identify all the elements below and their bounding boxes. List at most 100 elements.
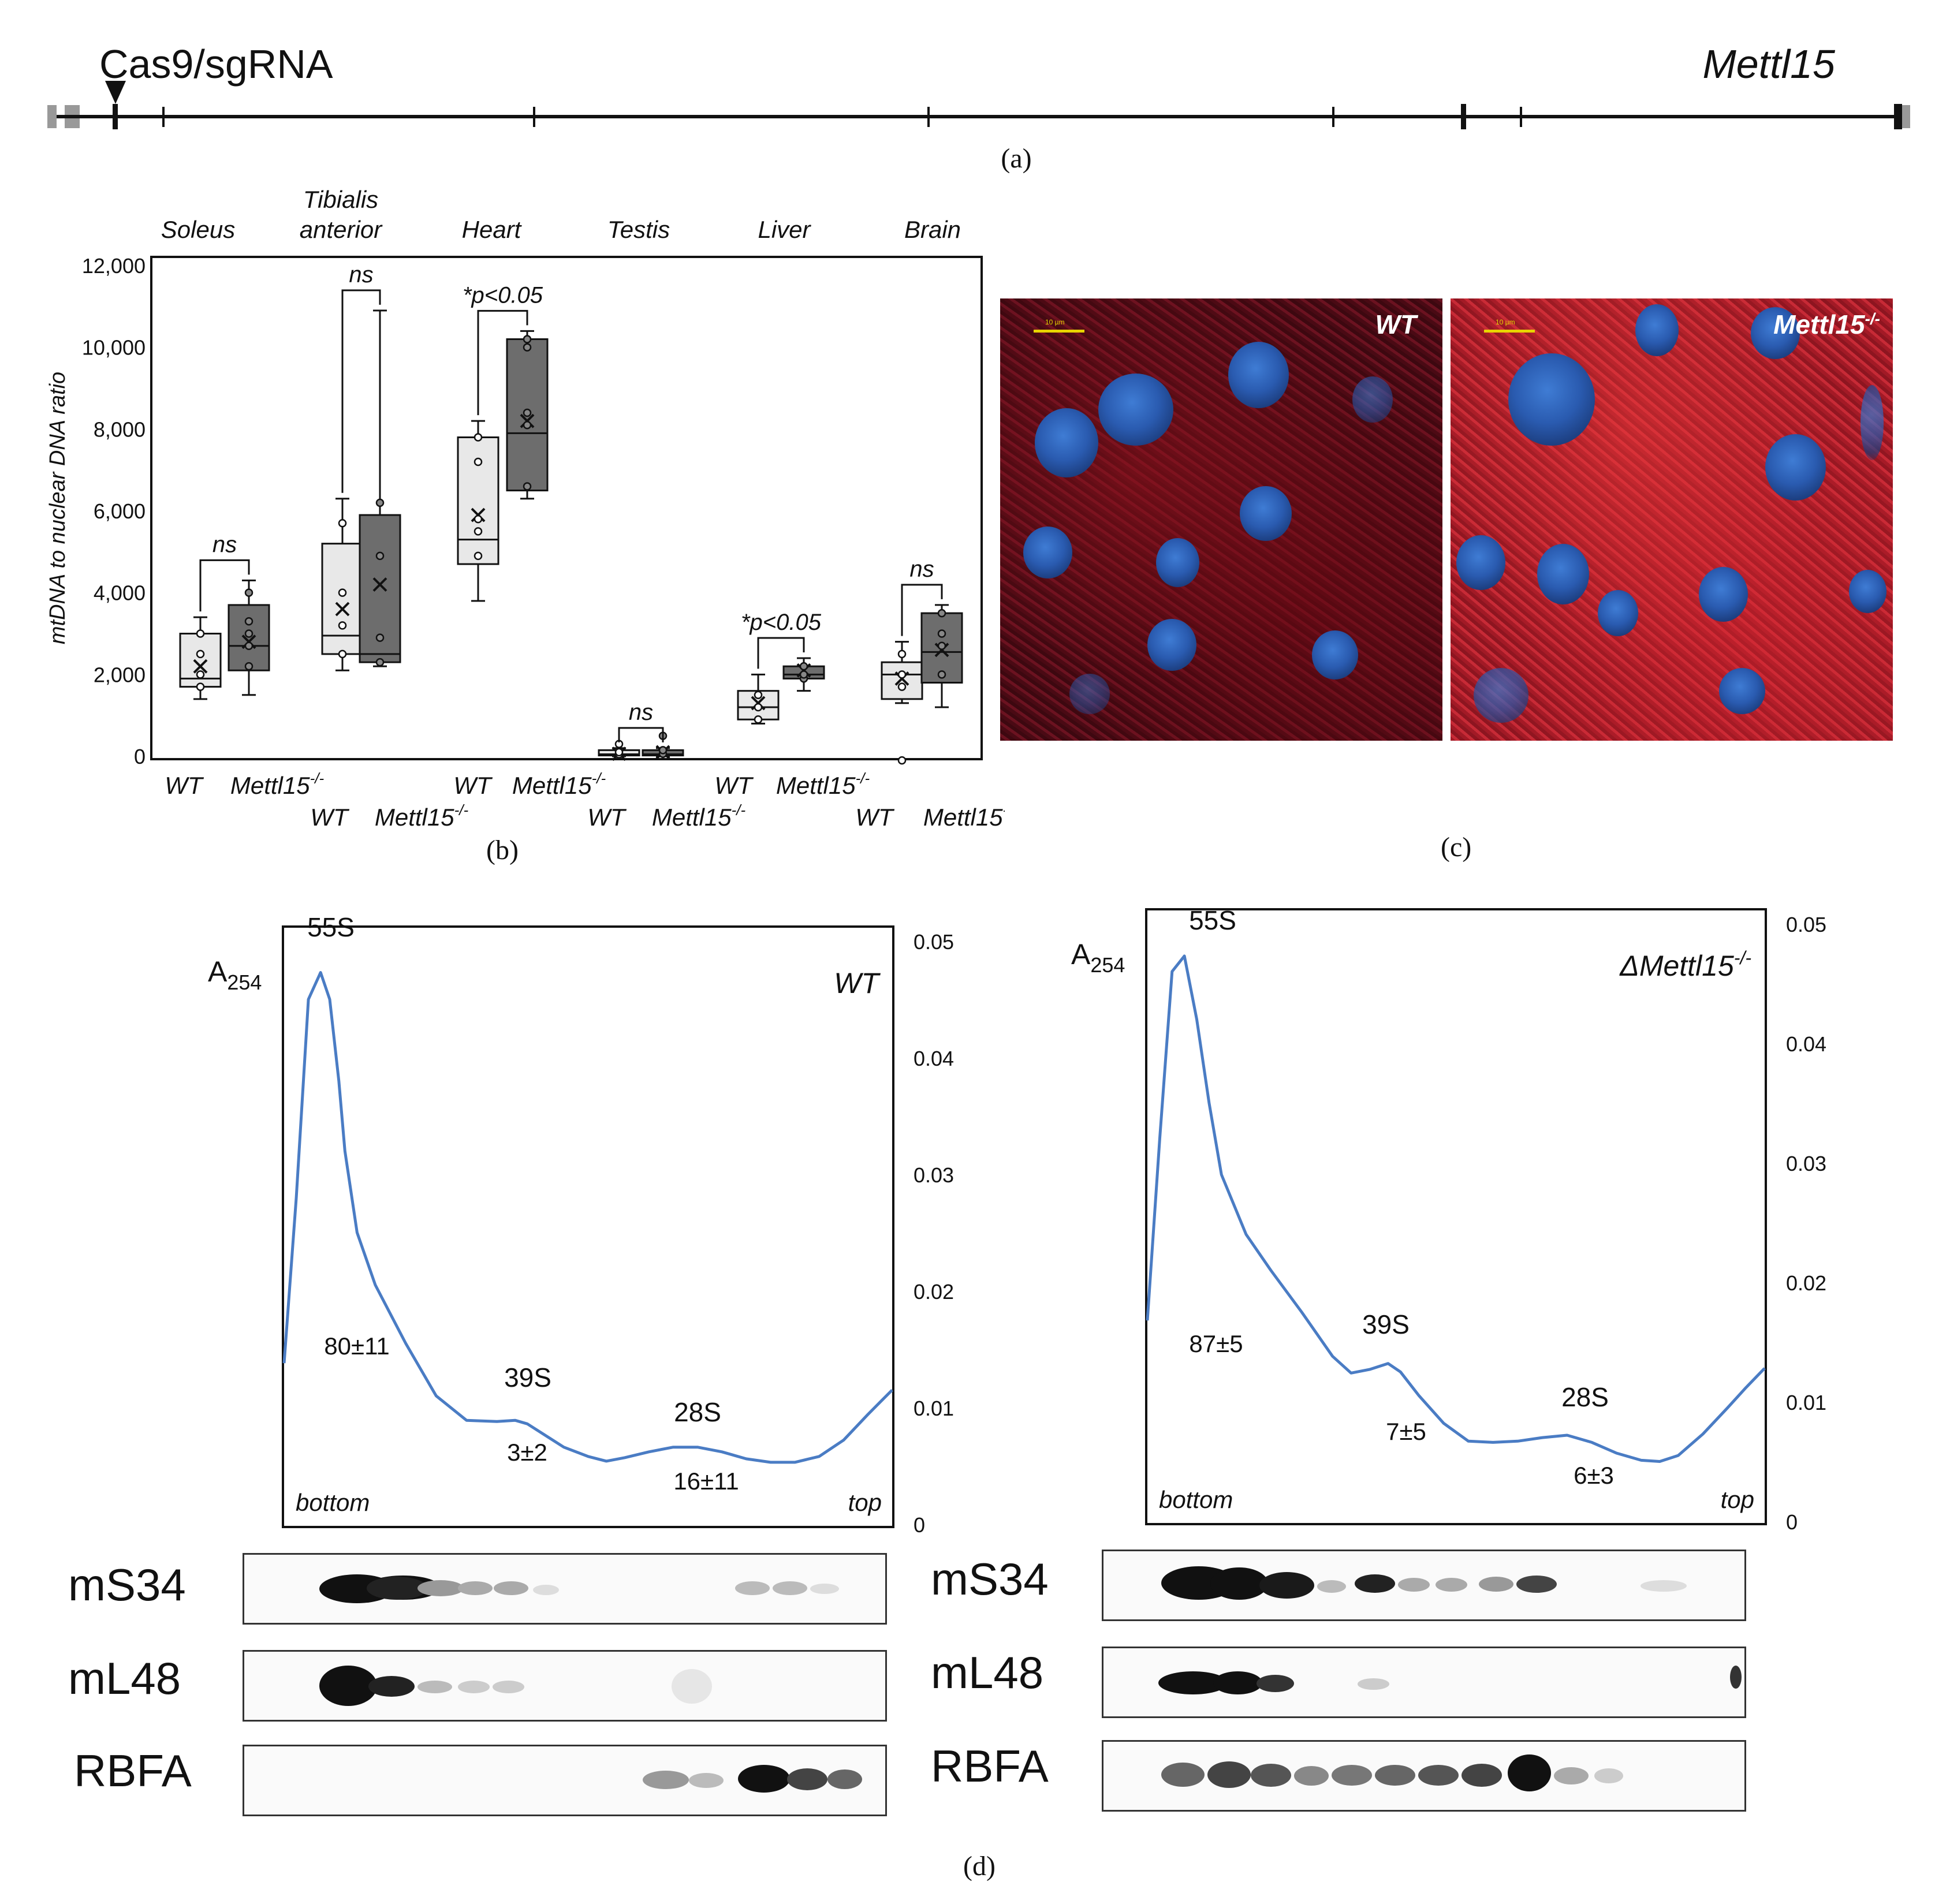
data-point [375, 498, 385, 507]
data-point [658, 746, 668, 755]
group-label-wt: WT [165, 772, 204, 799]
group-label-ko: Mettl15-/- [375, 801, 469, 831]
blot-band [1358, 1678, 1389, 1690]
scale-bar [1484, 330, 1535, 333]
profile-frame [1145, 908, 1767, 1525]
group-label-wt: WT [310, 804, 350, 831]
absorbance-curve [282, 971, 893, 1464]
tissue-label: Tibialis [303, 186, 378, 213]
significance-label: ns [349, 262, 373, 288]
group-label-wt: WT [587, 804, 627, 831]
data-point [523, 343, 532, 352]
peak-percentage: 16±11 [673, 1468, 739, 1495]
data-point [338, 621, 347, 630]
scale-label: 10 µm [1496, 318, 1515, 326]
y-tick-label: 0.05 [1786, 913, 1826, 936]
blot-band [787, 1768, 827, 1790]
blot-band [1257, 1675, 1294, 1692]
tissue-label: Brain [904, 216, 961, 243]
blot-band [827, 1769, 862, 1789]
blot-ml48-wt [243, 1650, 887, 1722]
absorbance-curve [1146, 954, 1766, 1463]
peak-percentage: 80±11 [324, 1332, 389, 1360]
blot-band [493, 1681, 524, 1693]
box [321, 543, 364, 655]
significance-label: ns [629, 700, 653, 725]
nucleus [1352, 376, 1393, 423]
panel-b-letter: (b) [486, 835, 519, 865]
nucleus [1069, 674, 1110, 714]
gene-name: Mettl15 [1702, 42, 1836, 87]
nucleus [1861, 385, 1884, 460]
data-point [375, 633, 385, 642]
blot-band [1375, 1765, 1415, 1786]
blot-band [458, 1681, 490, 1693]
tissue-label: Testis [607, 216, 670, 243]
group-label-ko: Mettl15-/- [652, 801, 746, 831]
nucleus [1474, 668, 1528, 723]
data-point [523, 482, 532, 491]
blot-ms34-ko [1102, 1550, 1746, 1621]
data-point [338, 519, 347, 528]
data-point [897, 649, 907, 659]
blot-label-ml48-left: mL48 [68, 1653, 181, 1704]
y-tick-label: 0.04 [914, 1047, 954, 1070]
a254-axis-label: A254 [208, 955, 262, 994]
nucleus [1228, 342, 1289, 408]
blot-label-ms34-right: mS34 [931, 1554, 1049, 1604]
blot-band [367, 1577, 427, 1600]
blot-band [1554, 1767, 1589, 1784]
nucleus [1751, 307, 1800, 359]
blot-band [417, 1681, 452, 1693]
significance-bracket [757, 637, 805, 669]
blot-band [1418, 1765, 1459, 1786]
nucleus [1537, 544, 1589, 604]
blot-label-rbfa-left: RBFA [74, 1745, 192, 1796]
data-point [474, 527, 483, 536]
gradient-bottom-label: bottom [296, 1489, 370, 1516]
nucleus [1156, 538, 1199, 587]
group-label-ko: Mettl15-/- [923, 801, 1005, 831]
blot-band [1251, 1764, 1291, 1787]
tissue-label: anterior [300, 216, 383, 243]
significance-bracket [477, 309, 528, 416]
tissue-label: Heart [462, 216, 523, 243]
y-tick-label: 0.03 [1786, 1152, 1826, 1175]
profile-ko: 0 0.01 0.02 0.03 0.04 0.05 A254 ΔMettl15-/- bott… [1071, 905, 1826, 1534]
y-tick-label: 0.02 [1786, 1271, 1826, 1295]
peak-label: 39S [504, 1362, 551, 1392]
peak-percentage: 3±2 [507, 1439, 547, 1466]
panel-a-letter: (a) [1001, 143, 1031, 174]
blot-ms34-wt [243, 1553, 887, 1625]
box [457, 436, 499, 565]
data-point [474, 433, 483, 442]
blot-band [1317, 1580, 1346, 1593]
data-point [244, 662, 253, 671]
blot-band [1213, 1671, 1262, 1694]
y-axis-label: mtDNA to nuclear DNA ratio [46, 372, 70, 644]
group-label-ko: Mettl15-/- [512, 770, 606, 799]
data-point [196, 649, 205, 659]
y-tick-label: 0 [134, 745, 146, 768]
data-point [754, 703, 763, 712]
nucleus [1508, 353, 1595, 446]
data-point [937, 670, 946, 679]
y-tick-label: 0.01 [1786, 1391, 1826, 1414]
exon-6 [1461, 104, 1466, 129]
blot-band [672, 1669, 712, 1704]
data-point [937, 641, 946, 650]
blot-band [738, 1765, 790, 1793]
blot-band [1161, 1763, 1205, 1787]
data-point [523, 408, 532, 417]
data-point [196, 682, 205, 691]
tissue-label: Liver [758, 216, 811, 243]
data-point [799, 662, 808, 671]
significance-bracket [199, 559, 250, 612]
y-tick-label: 0.05 [914, 930, 954, 954]
data-point [338, 649, 347, 659]
scale-label: 10 µm [1045, 318, 1065, 326]
data-point [196, 670, 205, 679]
blot-band [773, 1581, 807, 1595]
blot-band [1730, 1666, 1742, 1689]
